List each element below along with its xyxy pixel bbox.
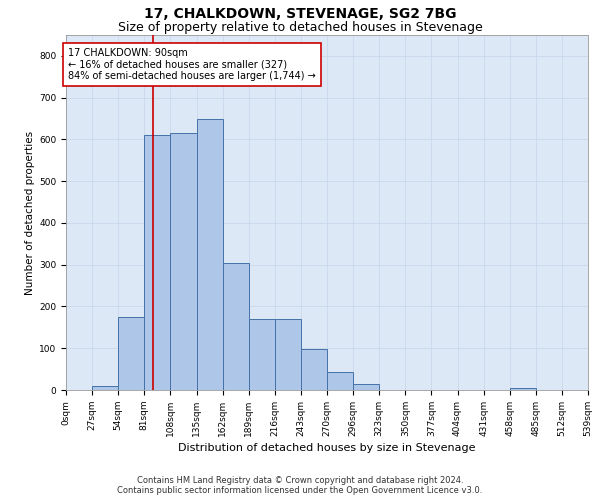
Bar	[145, 135, 170, 390]
Bar	[223, 262, 249, 390]
Bar	[353, 384, 379, 390]
Bar	[197, 118, 223, 390]
Bar	[170, 133, 197, 390]
Text: 17, CHALKDOWN, STEVENAGE, SG2 7BG: 17, CHALKDOWN, STEVENAGE, SG2 7BG	[144, 8, 456, 22]
Y-axis label: Number of detached properties: Number of detached properties	[25, 130, 35, 294]
Bar	[118, 317, 145, 390]
X-axis label: Distribution of detached houses by size in Stevenage: Distribution of detached houses by size …	[178, 443, 476, 453]
Bar	[275, 319, 301, 390]
Bar	[510, 388, 536, 390]
Text: 17 CHALKDOWN: 90sqm
← 16% of detached houses are smaller (327)
84% of semi-detac: 17 CHALKDOWN: 90sqm ← 16% of detached ho…	[68, 48, 316, 80]
Bar	[92, 386, 118, 390]
Text: Size of property relative to detached houses in Stevenage: Size of property relative to detached ho…	[118, 21, 482, 34]
Text: Contains HM Land Registry data © Crown copyright and database right 2024.
Contai: Contains HM Land Registry data © Crown c…	[118, 476, 482, 495]
Bar	[301, 350, 327, 390]
Bar	[327, 372, 353, 390]
Bar	[249, 319, 275, 390]
